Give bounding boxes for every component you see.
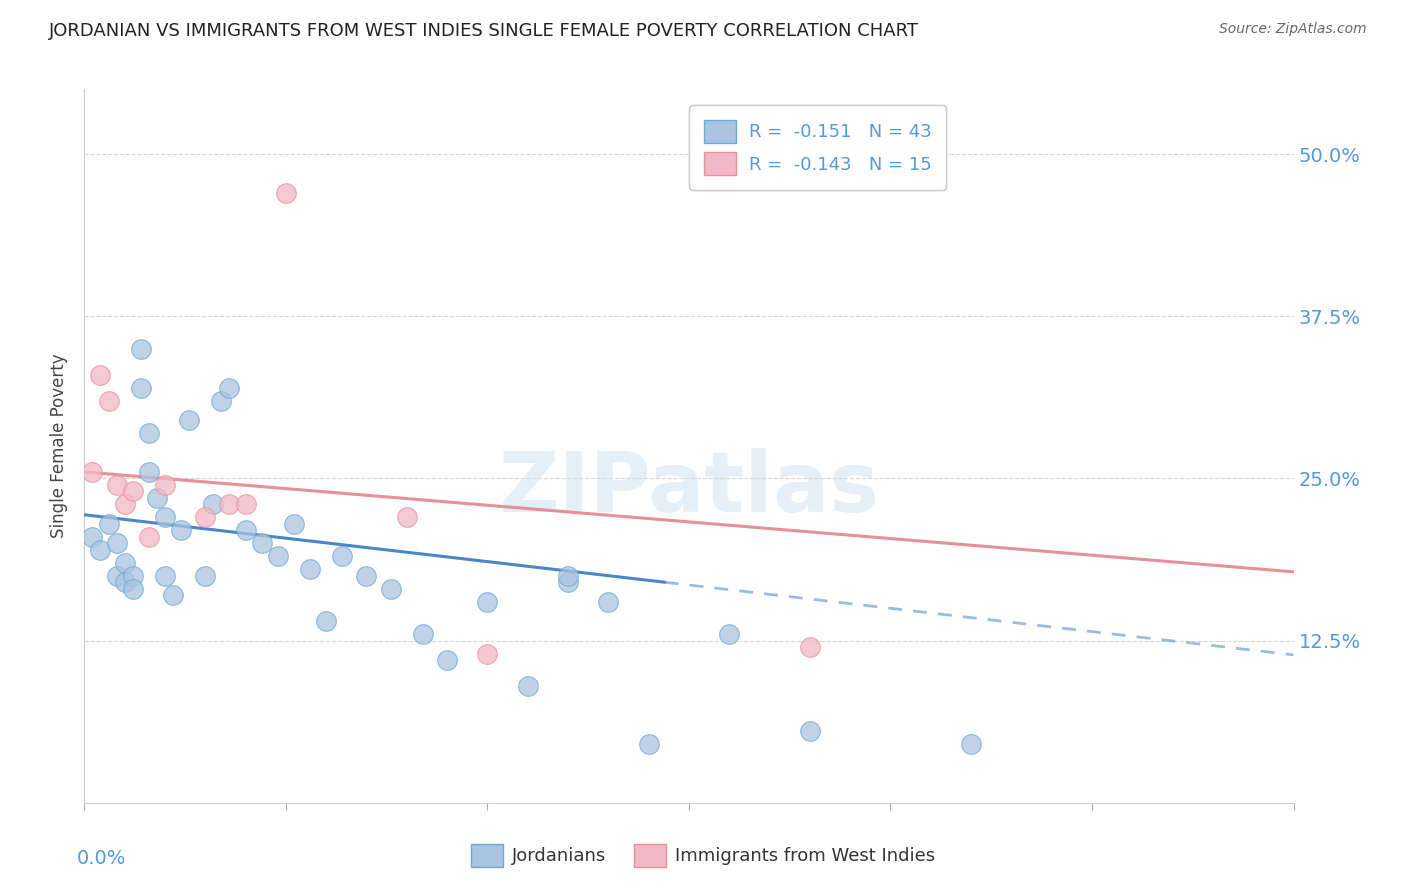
Point [960,738,983,752]
Point [209,393,232,408]
Text: Source: ZipAtlas.com: Source: ZipAtlas.com [1219,22,1367,37]
Point [718,627,741,641]
Point [138,530,160,544]
Text: JORDANIAN VS IMMIGRANTS FROM WEST INDIES SINGLE FEMALE POVERTY CORRELATION CHART: JORDANIAN VS IMMIGRANTS FROM WEST INDIES… [49,22,920,40]
Point [250,536,273,550]
Point [330,549,353,564]
Y-axis label: Single Female Poverty: Single Female Poverty [51,354,69,538]
Point [121,484,143,499]
Point [153,568,176,582]
Point [170,524,193,538]
Point [162,588,184,602]
Point [477,595,499,609]
Point [121,582,143,596]
Point [97,393,120,408]
Point [283,516,305,531]
Point [105,536,128,550]
Point [179,413,201,427]
Legend: Jordanians, Immigrants from West Indies: Jordanians, Immigrants from West Indies [464,837,942,874]
Point [138,425,160,440]
Point [194,510,217,524]
Point [799,724,821,739]
Point [267,549,290,564]
Point [799,640,821,654]
Point [516,679,538,693]
Point [146,491,169,505]
Point [356,568,378,582]
Point [395,510,418,524]
Point [105,568,128,582]
Text: 0.0%: 0.0% [76,849,125,868]
Point [315,614,337,628]
Text: ZIPatlas: ZIPatlas [499,449,879,529]
Point [218,497,240,511]
Point [82,530,104,544]
Point [114,575,136,590]
Point [598,595,620,609]
Point [194,568,217,582]
Legend: R =  -0.151   N = 43, R =  -0.143   N = 15: R = -0.151 N = 43, R = -0.143 N = 15 [689,105,946,190]
Point [153,478,176,492]
Point [114,556,136,570]
Point [202,497,225,511]
Point [82,465,104,479]
Point [299,562,322,576]
Point [114,497,136,511]
Point [129,381,152,395]
Point [637,738,659,752]
Point [97,516,120,531]
Point [105,478,128,492]
Point [412,627,434,641]
Point [121,568,143,582]
Point [153,510,176,524]
Point [557,575,579,590]
Point [235,524,257,538]
Point [235,497,257,511]
Point [89,368,111,382]
Point [436,653,458,667]
Point [477,647,499,661]
Point [274,186,297,200]
Point [557,568,579,582]
Point [138,465,160,479]
Point [129,342,152,356]
Point [89,542,111,557]
Point [380,582,402,596]
Point [218,381,240,395]
